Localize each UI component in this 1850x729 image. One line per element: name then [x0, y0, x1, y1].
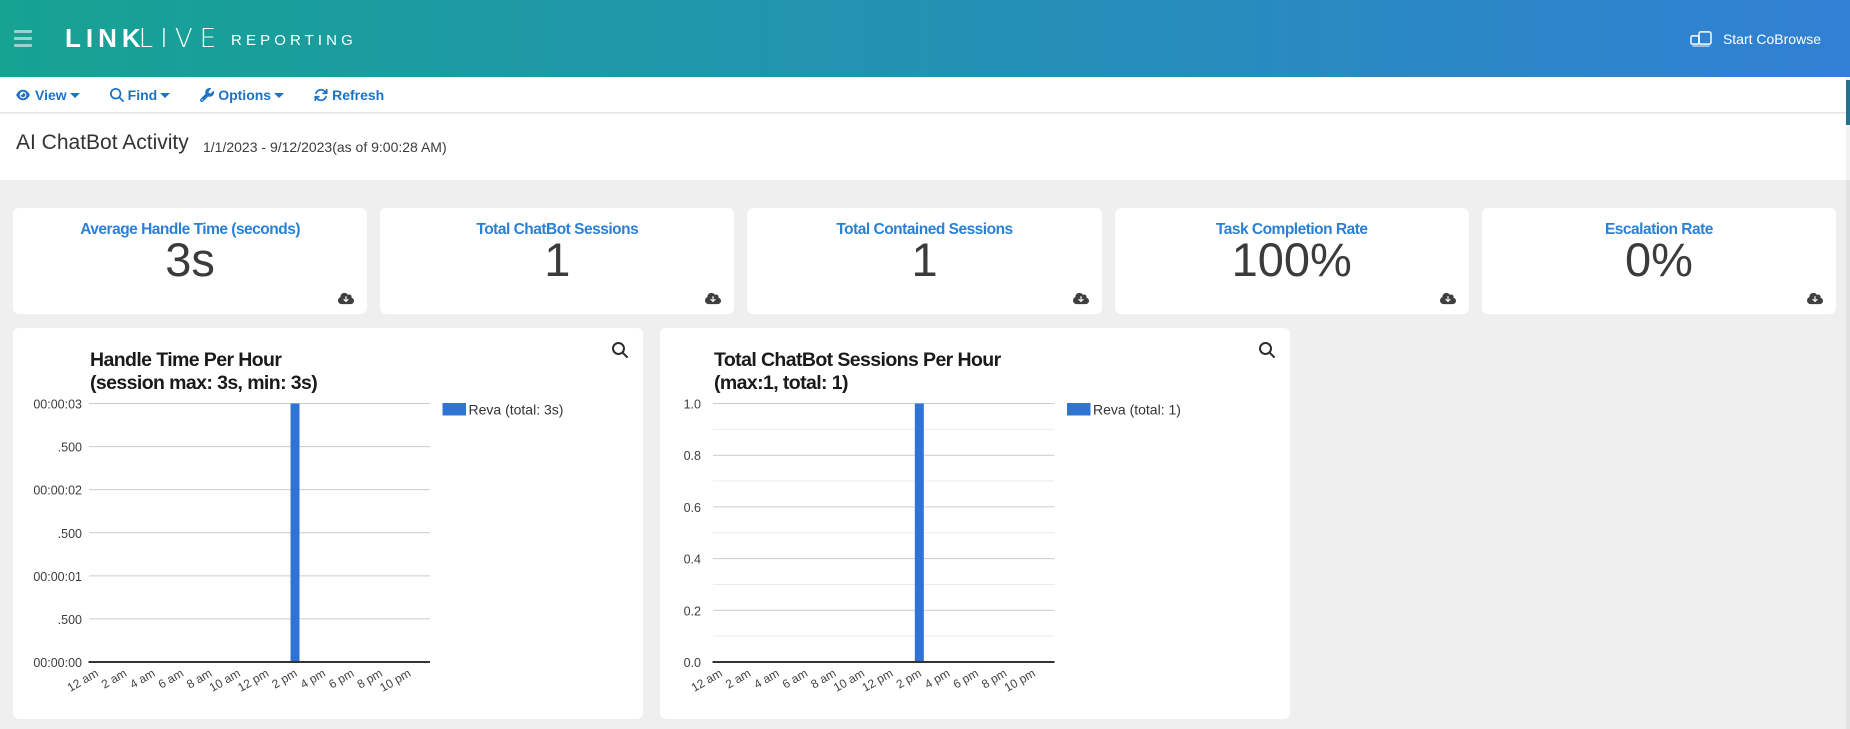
app-logo: LINK LIVE REPORTING — [65, 0, 357, 77]
logo-reporting-text: REPORTING — [231, 31, 357, 49]
app-header: LINK LIVE REPORTING Start CoBrowse — [0, 0, 1850, 77]
stat-label: Task Completion Rate — [1215, 221, 1368, 238]
chart-card-total-sessions-per-hour: Total ChatBot Sessions Per Hour (max:1, … — [660, 328, 1290, 719]
chevron-down-icon — [160, 93, 171, 98]
stat-card-task-completion-rate: Task Completion Rate 100% — [1114, 208, 1469, 314]
zoom-magnifier-icon[interactable] — [612, 342, 628, 359]
download-cloud-icon[interactable] — [338, 292, 355, 305]
svg-text:0.0: 0.0 — [684, 656, 701, 670]
download-cloud-icon[interactable] — [1072, 292, 1089, 305]
stat-card-total-contained-sessions: Total Contained Sessions 1 — [747, 208, 1102, 314]
stat-value: 0% — [1624, 232, 1693, 286]
eye-icon — [15, 89, 35, 101]
svg-text:0.6: 0.6 — [684, 501, 701, 515]
svg-text:10 pm: 10 pm — [377, 666, 413, 695]
svg-text:4 am: 4 am — [127, 666, 157, 691]
svg-text:0.4: 0.4 — [684, 553, 701, 567]
report-toolbar: View Find Options Refresh — [0, 77, 1850, 113]
svg-text:1.0: 1.0 — [684, 398, 701, 412]
logo-link-text: LINK — [65, 23, 146, 53]
svg-text:.500: .500 — [58, 613, 82, 627]
svg-text:00:00:03: 00:00:03 — [33, 398, 82, 412]
stat-value: 1 — [911, 232, 938, 286]
bar-chart-handle-time: 00:00:00 .500 00:00:01 .500 00:00:02 .500 00:0… — [33, 398, 564, 695]
svg-text:4 pm: 4 pm — [298, 666, 328, 691]
svg-text:6 am: 6 am — [780, 666, 810, 691]
svg-text:0.8: 0.8 — [684, 449, 701, 463]
chart-card-handle-time-per-hour: Handle Time Per Hour (session max: 3s, m… — [13, 328, 643, 719]
svg-text:2 am: 2 am — [723, 666, 753, 691]
svg-text:12 am: 12 am — [689, 666, 725, 695]
chart-title: Total ChatBot Sessions Per Hour (max:1, … — [714, 348, 1001, 395]
stat-card-average-handle-time: Average Handle Time (seconds) 3s — [13, 208, 368, 314]
svg-text:2 am: 2 am — [99, 666, 129, 691]
options-label: Options — [218, 86, 272, 103]
svg-text:2 pm: 2 pm — [894, 666, 924, 691]
find-label: Find — [127, 86, 158, 103]
scrollbar-track[interactable] — [1846, 77, 1850, 729]
zoom-magnifier-icon[interactable] — [1259, 342, 1275, 359]
logo-live-text: LIVE — [138, 23, 224, 54]
svg-text:Reva (total: 3s): Reva (total: 3s) — [469, 402, 564, 418]
stat-card-total-chatbot-sessions: Total ChatBot Sessions 1 — [380, 208, 735, 314]
view-menu-button[interactable]: View — [15, 87, 80, 103]
stat-card-row: Average Handle Time (seconds) 3s Total C… — [13, 208, 1837, 314]
svg-text:12 am: 12 am — [65, 666, 101, 695]
wrench-icon — [200, 87, 218, 102]
stat-value: 100% — [1231, 232, 1352, 286]
view-label: View — [35, 86, 67, 103]
svg-text:12 pm: 12 pm — [235, 666, 271, 695]
svg-text:4 am: 4 am — [751, 666, 781, 691]
chevron-down-icon — [69, 93, 80, 98]
report-date-range: 1/1/2023 - 9/12/2023(as of 9:00:28 AM) — [203, 139, 447, 155]
svg-text:4 pm: 4 pm — [922, 666, 952, 691]
find-menu-button[interactable]: Find — [109, 86, 171, 103]
svg-text:.500: .500 — [58, 527, 82, 541]
svg-text:Reva (total: 1): Reva (total: 1) — [1093, 402, 1181, 418]
svg-text:2 pm: 2 pm — [269, 666, 299, 691]
svg-text:6 am: 6 am — [156, 666, 186, 691]
refresh-label: Refresh — [332, 86, 385, 103]
download-cloud-icon[interactable] — [1807, 292, 1824, 305]
cobrowse-label: Start CoBrowse — [1722, 30, 1821, 47]
chart-title: Handle Time Per Hour (session max: 3s, m… — [90, 348, 318, 395]
stat-label: Escalation Rate — [1604, 221, 1713, 238]
bar-chart-total-sessions: 0.00.20.40.60.81.012 am2 am4 am6 am8 am1… — [684, 398, 1181, 695]
svg-text:00:00:00: 00:00:00 — [33, 656, 82, 670]
svg-text:10 pm: 10 pm — [1002, 666, 1038, 695]
svg-text:6 pm: 6 pm — [326, 666, 356, 691]
report-content: Average Handle Time (seconds) 3s Total C… — [0, 180, 1850, 729]
stat-label: Total ChatBot Sessions — [476, 221, 639, 238]
cobrowse-screens-icon — [1690, 30, 1712, 47]
chart-card-row: Handle Time Per Hour (session max: 3s, m… — [13, 328, 1290, 719]
download-cloud-icon[interactable] — [705, 292, 722, 305]
svg-text:00:00:01: 00:00:01 — [33, 570, 82, 584]
scrollbar-thumb[interactable] — [1846, 80, 1850, 125]
menu-hamburger-icon[interactable] — [14, 30, 32, 47]
download-cloud-icon[interactable] — [1439, 292, 1456, 305]
stat-label: Average Handle Time (seconds) — [80, 221, 300, 238]
svg-text:.500: .500 — [58, 441, 82, 455]
report-titlebar: AI ChatBot Activity 1/1/2023 - 9/12/2023… — [0, 114, 1850, 180]
stat-value: 3s — [165, 232, 215, 286]
svg-text:0.2: 0.2 — [684, 604, 701, 618]
stat-label: Total Contained Sessions — [836, 221, 1013, 238]
refresh-icon — [314, 88, 332, 102]
svg-text:00:00:02: 00:00:02 — [33, 484, 82, 498]
refresh-button[interactable]: Refresh — [314, 87, 384, 103]
search-icon — [109, 87, 128, 102]
chevron-down-icon — [274, 93, 285, 98]
stat-value: 1 — [544, 232, 571, 286]
page-title: AI ChatBot Activity — [16, 131, 189, 154]
svg-text:6 pm: 6 pm — [951, 666, 981, 691]
options-menu-button[interactable]: Options — [200, 86, 285, 103]
stat-card-escalation-rate: Escalation Rate 0% — [1481, 208, 1837, 314]
svg-text:12 pm: 12 pm — [859, 666, 895, 695]
start-cobrowse-button[interactable]: Start CoBrowse — [1690, 0, 1821, 77]
